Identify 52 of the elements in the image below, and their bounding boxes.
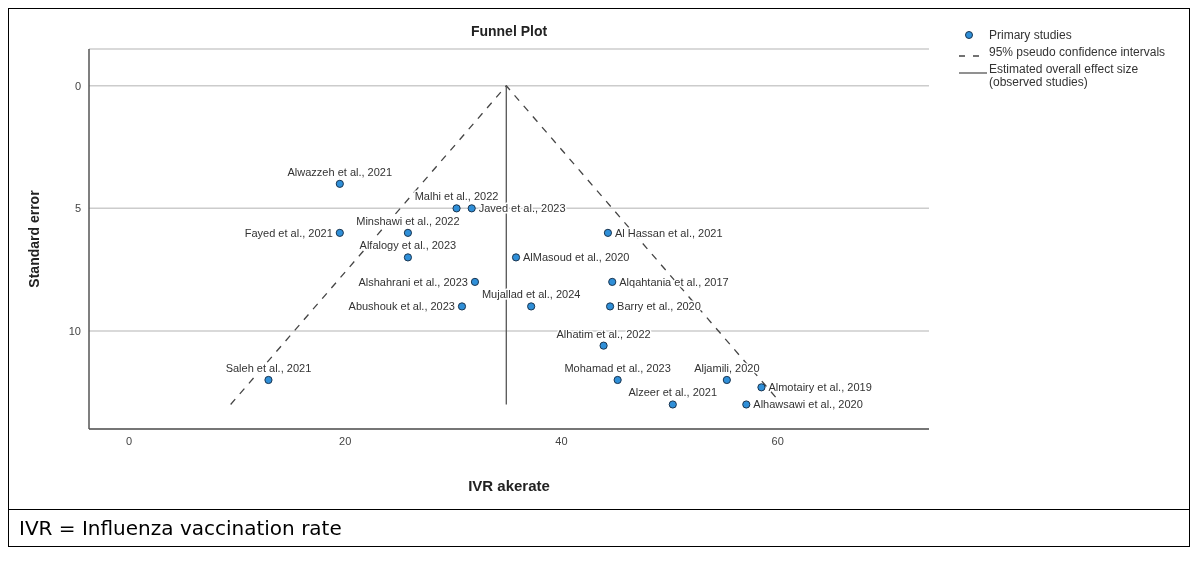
point [757,383,766,392]
annotation: Al Hassan et al., 2021 [614,226,723,239]
point [264,375,273,385]
x-tick-label: 40 [555,434,568,447]
x-axis-title: IVR akerate [468,477,550,494]
point [668,400,677,409]
x-tick-label: 20 [339,434,352,447]
point [599,341,608,350]
annotation: AlMasoud et al., 2020 [523,251,630,264]
annotation: Minshawi et al., 2022 [356,214,460,227]
point [470,277,480,286]
point [403,253,413,262]
annotation: Mohamad et al., 2023 [564,361,671,374]
point [742,400,751,409]
text: IVR = Influenza vaccination rate [9,509,1189,546]
legend-label: Estimated overall effect size (observed studies) [989,62,1140,89]
point [467,204,476,213]
chart-title: Funnel Plot [469,23,549,39]
point [403,228,413,237]
point [608,277,617,286]
x-tick-label: 0 [125,434,133,447]
y-tick-label: 5 [74,202,81,215]
annotation: Alhawsawi et al., 2020 [753,398,863,411]
point [603,228,613,237]
point [722,375,731,385]
annotation: Almotairy et al., 2019 [768,381,872,394]
point [511,253,521,262]
annotation: Barry et al., 2020 [617,300,701,313]
point [605,302,615,311]
point [452,204,461,213]
annotation: Abushouk et al., 2023 [348,300,455,313]
point [335,228,344,237]
x-tick-label: 60 [771,434,784,447]
y-axis-title: Standard error [25,189,42,288]
annotation: Malhi et al., 2022 [414,190,499,203]
point [457,302,467,311]
point [613,375,622,385]
annotation: Saleh et al., 2021 [225,361,312,374]
annotation: Alwazzeh et al., 2021 [287,165,393,178]
point [527,302,536,311]
annotation: Alshahrani et al., 2023 [358,275,468,288]
y-tick-label: 10 [68,324,81,337]
legend-label: Primary studies [989,28,1073,42]
annotation: Alhatim et al., 2022 [556,327,651,340]
annotation: Alfalogy et al., 2023 [359,239,457,252]
annotation: Alqahtania et al., 2017 [619,275,729,288]
point [335,179,344,188]
annotation: Aljamili, 2020 [694,361,760,374]
legend-label: 95% pseudo confidence intervals [989,45,1167,59]
annotation: Alzeer et al., 2021 [628,386,718,399]
annotation: Fayed et al., 2021 [244,226,333,239]
y-tick-label: 0 [74,79,81,92]
